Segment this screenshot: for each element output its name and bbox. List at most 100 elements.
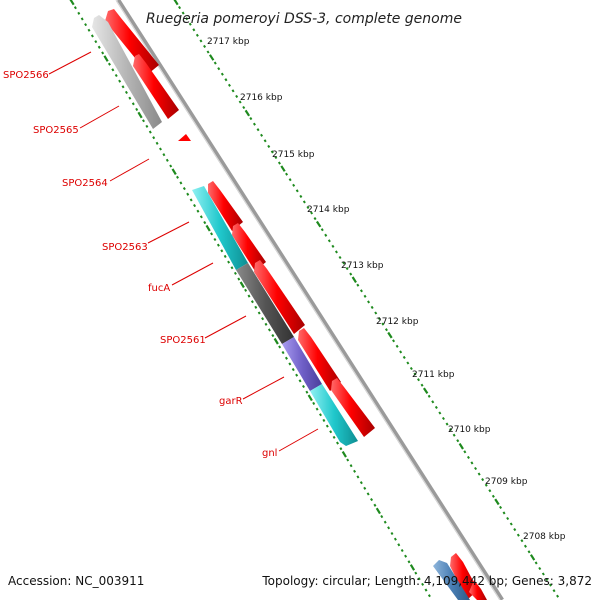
inner-ring-tick [152, 136, 156, 140]
cds-spo2563[interactable] [192, 186, 248, 270]
inner-ring-tick [261, 317, 265, 321]
outer-ring-tick [367, 300, 371, 304]
gene-label-fuca[interactable]: fucA [148, 283, 170, 294]
inner-ring-tick [356, 475, 360, 479]
outer-ring-tick [494, 498, 500, 506]
outer-ring-tick [173, 0, 179, 6]
cds-small-arrow[interactable] [178, 134, 191, 141]
inner-ring-tick [199, 215, 203, 219]
kbp-label-2708: 2708 kbp [523, 532, 566, 542]
outer-ring-tick [213, 61, 217, 65]
inner-ring-tick [94, 40, 98, 44]
outer-ring-tick [502, 511, 506, 515]
cds-forward-4[interactable] [232, 223, 266, 271]
gene-label-spo2565[interactable]: SPO2565 [33, 125, 79, 136]
inner-ring-tick [223, 254, 227, 258]
inner-ring-tick [250, 300, 254, 304]
inner-ring-tick [373, 503, 377, 507]
outer-ring-tick [208, 54, 215, 61]
gene-label-gnl[interactable]: gnl [262, 448, 277, 459]
outer-ring-tick [452, 433, 456, 437]
inner-ring-tick [176, 175, 179, 179]
inner-ring-tick [264, 322, 268, 326]
outer-ring-tick [384, 328, 388, 332]
outer-ring-tick [456, 439, 460, 443]
outer-ring-tick [292, 183, 296, 187]
outer-ring-tick [509, 522, 513, 526]
inner-ring-tick [142, 119, 145, 123]
cds-forward-1[interactable] [105, 9, 159, 74]
outer-ring-tick [263, 139, 267, 143]
inner-ring-tick [171, 168, 177, 175]
inner-ring-tick [349, 464, 353, 468]
inner-ring-tick [162, 153, 166, 157]
inner-ring-tick [407, 560, 411, 564]
gene-label-garr[interactable]: garR [219, 396, 243, 407]
outer-ring-tick [238, 100, 242, 104]
gene-label-spo2566[interactable]: SPO2566 [3, 70, 49, 81]
outer-ring-tick [377, 316, 381, 321]
outer-ring-tick [342, 261, 346, 265]
outer-ring-tick [481, 478, 485, 482]
inner-ring-tick [77, 11, 81, 15]
cds-garr-gnl[interactable] [310, 384, 358, 446]
kbp-label-2715: 2715 kbp [272, 150, 315, 160]
inner-ring-tick [90, 34, 94, 38]
cds-blue[interactable] [433, 560, 470, 600]
outer-ring-tick [338, 255, 342, 260]
cds-forward-5[interactable] [254, 260, 305, 334]
inner-ring-tick [400, 548, 404, 553]
outer-ring-tick [523, 544, 527, 548]
cds-forward-9[interactable] [469, 580, 487, 600]
outer-ring-tick [178, 5, 182, 10]
inner-ring-tick [295, 373, 299, 377]
kbp-label-2716: 2716 kbp [240, 93, 283, 103]
outer-ring-tick [420, 383, 424, 387]
outer-ring-tick [327, 239, 331, 243]
outer-ring-tick [280, 165, 286, 172]
outer-ring-tick [434, 405, 438, 409]
inner-ring-tick [298, 379, 302, 383]
cds-forward-3[interactable] [208, 181, 243, 231]
outer-ring-tick [274, 155, 278, 160]
outer-ring-tick [458, 443, 464, 450]
inner-ring-tick [128, 96, 132, 100]
cds-spo2566-spo2565[interactable] [92, 15, 162, 129]
outer-ring-tick [324, 233, 328, 237]
cds-forward-2[interactable] [133, 54, 179, 119]
outer-ring-tick [231, 89, 235, 93]
inner-ring-tick [353, 469, 357, 473]
gene-label-spo2564[interactable]: SPO2564 [62, 178, 108, 189]
outer-ring-tick [349, 272, 353, 276]
outer-ring-tick [422, 387, 429, 395]
inner-ring-tick [155, 141, 159, 145]
outer-ring-tick [345, 267, 349, 271]
inner-ring-tick [417, 577, 421, 581]
outer-tick-ring [173, 0, 560, 598]
outer-ring-tick [529, 554, 536, 561]
inner-ring-tick [404, 554, 408, 558]
outer-ring-tick [445, 422, 449, 426]
outer-ring-tick [406, 361, 410, 365]
outer-ring-tick [199, 39, 203, 43]
inner-ring-tick [305, 390, 309, 394]
inner-ring-tick [284, 356, 288, 360]
outer-ring-tick [538, 566, 542, 571]
outer-ring-tick [427, 394, 431, 398]
gene-label-spo2561[interactable]: SPO2561 [160, 335, 206, 346]
kbp-label-2709: 2709 kbp [485, 477, 528, 487]
outer-ring-tick [474, 466, 478, 471]
outer-ring-tick [527, 550, 531, 554]
inner-ring-tick [107, 62, 111, 66]
inner-ring-tick [220, 249, 224, 253]
kbp-scale-labels: 2717 kbp 2716 kbp 2715 kbp 2714 kbp 2713… [207, 37, 566, 542]
outer-ring-tick [244, 109, 251, 117]
inner-ring-tick [210, 232, 214, 236]
cds-forward-6[interactable] [298, 328, 341, 391]
leader-spo2561 [204, 315, 247, 339]
cds-fuca[interactable] [236, 263, 294, 344]
gene-label-spo2563[interactable]: SPO2563 [102, 242, 148, 253]
cds-spo2561[interactable] [282, 337, 322, 391]
outer-ring-tick [402, 355, 406, 359]
cds-forward-7[interactable] [331, 378, 375, 437]
